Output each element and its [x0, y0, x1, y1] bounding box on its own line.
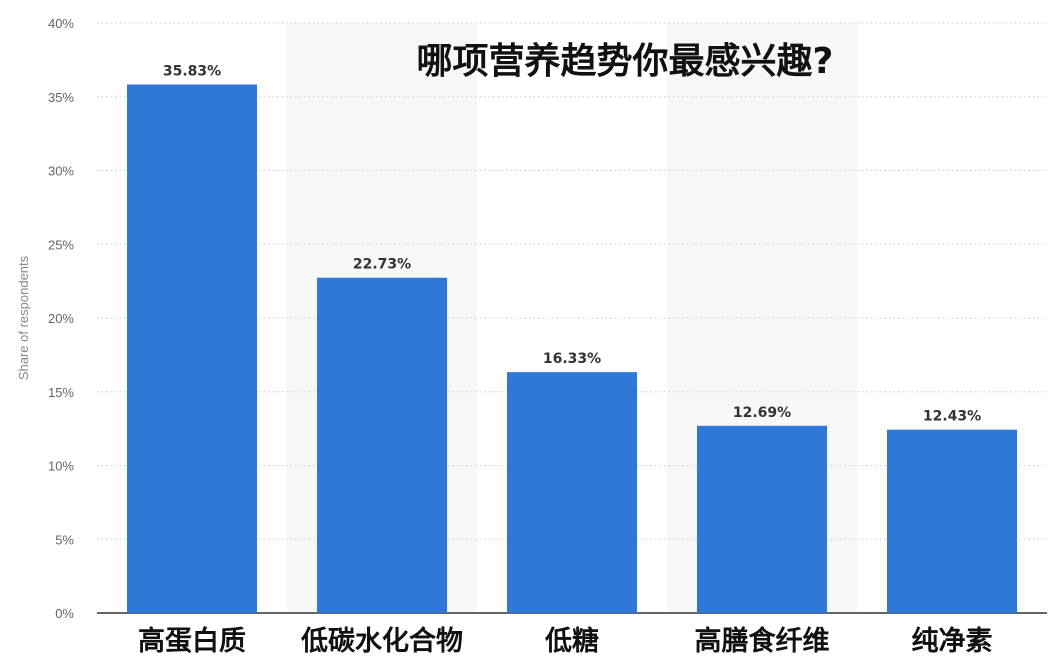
y-tick-label: 40%	[48, 16, 74, 31]
x-axis-ticks: 高蛋白质 低碳水化合物 低糖 高膳食纤维 纯净素	[138, 625, 993, 657]
x-tick-label: 高膳食纤维	[695, 625, 830, 657]
y-tick-label: 20%	[48, 311, 74, 326]
chart-title: 哪项营养趋势你最感兴趣?	[417, 40, 834, 82]
data-labels: 35.83% 22.73% 16.33% 12.69% 12.43%	[163, 64, 981, 425]
y-tick-label: 5%	[55, 532, 74, 547]
bar	[127, 84, 257, 613]
data-label: 16.33%	[543, 351, 601, 367]
data-label: 12.69%	[733, 405, 791, 421]
x-tick-label: 低糖	[544, 625, 599, 657]
y-axis-label: Share of respondents	[16, 255, 31, 380]
y-tick-label: 0%	[55, 606, 74, 621]
y-tick-label: 35%	[48, 90, 74, 105]
data-label: 22.73%	[353, 257, 411, 273]
y-tick-label: 10%	[48, 459, 74, 474]
x-tick-label: 低碳水化合物	[300, 625, 463, 657]
y-tick-label: 30%	[48, 164, 74, 179]
x-tick-label: 纯净素	[912, 625, 993, 657]
data-label: 35.83%	[163, 64, 221, 80]
data-label: 12.43%	[923, 409, 981, 425]
bar	[507, 372, 637, 613]
bars	[127, 84, 1017, 613]
y-axis-ticks: 0% 5% 10% 15% 20% 25% 30% 35% 40%	[48, 16, 74, 621]
bar	[887, 429, 1017, 613]
y-tick-label: 25%	[48, 237, 74, 252]
x-tick-label: 高蛋白质	[138, 625, 246, 657]
y-tick-label: 15%	[48, 385, 74, 400]
bar	[697, 425, 827, 613]
bar	[317, 277, 447, 613]
